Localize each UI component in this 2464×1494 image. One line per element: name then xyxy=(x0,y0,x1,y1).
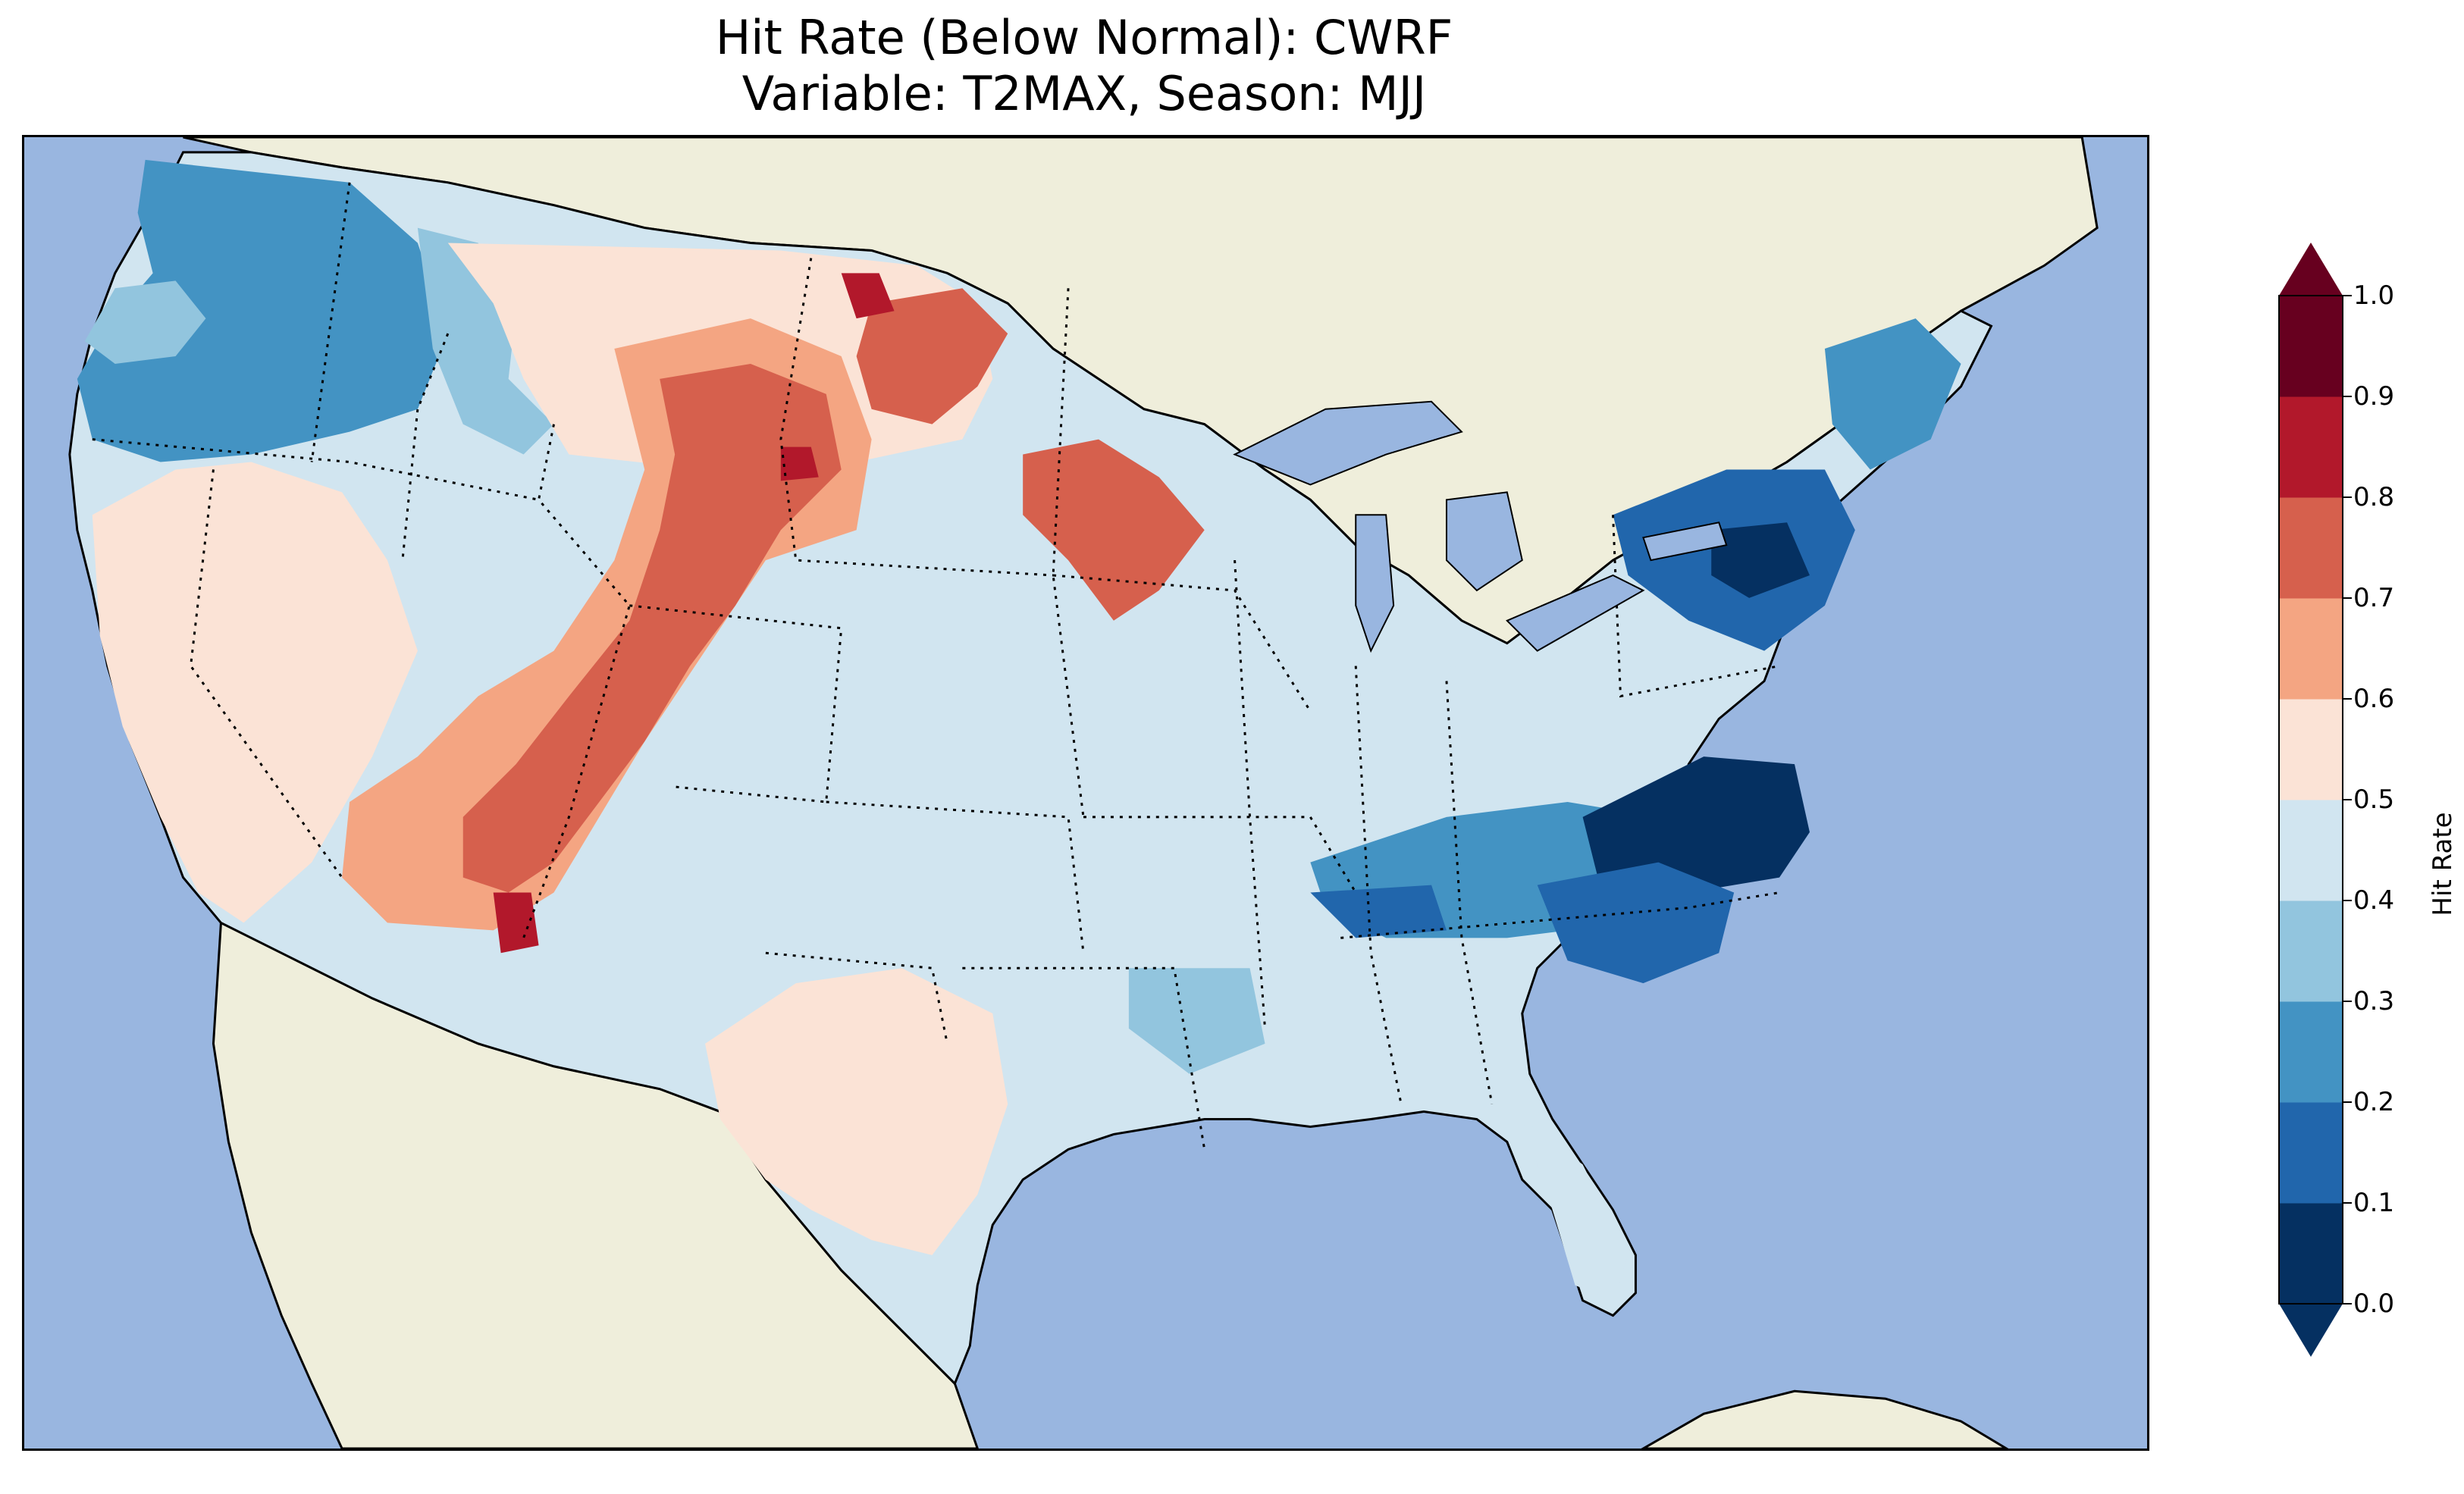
map-canvas xyxy=(24,137,2147,1449)
region-dark-red-arizona xyxy=(493,892,539,954)
colorbar-tick-label: 0.3 xyxy=(2353,986,2395,1016)
colorbar-block xyxy=(2279,1001,2343,1103)
colorbar-block xyxy=(2279,1102,2343,1204)
region-virginia-dark xyxy=(1582,756,1810,893)
colorbar-block xyxy=(2279,296,2343,397)
colorbar-block xyxy=(2279,1203,2343,1305)
colorbar-block xyxy=(2279,598,2343,700)
colorbar-tick-label: 0.8 xyxy=(2353,482,2395,512)
lake-erie xyxy=(1506,574,1645,652)
colorbar-tick-label: 0.9 xyxy=(2353,381,2395,412)
chart-title-line1: Hit Rate (Below Normal): CWRF xyxy=(715,10,1453,65)
region-newengland-mid xyxy=(1824,318,1961,470)
colorbar-block xyxy=(2279,800,2343,901)
usa-land xyxy=(68,151,1993,1386)
state-border-13 xyxy=(1354,666,1403,1104)
region-dark-red-montana xyxy=(841,273,895,319)
region-nc-blue xyxy=(1537,862,1735,984)
state-border-17 xyxy=(1052,574,1312,713)
state-border-15 xyxy=(1340,891,1780,939)
region-midwest-light xyxy=(1234,666,1553,863)
colorbar-tick-label: 0.6 xyxy=(2353,684,2395,714)
colorbar-tick-label: 0.0 xyxy=(2353,1289,2395,1319)
colorbar-tick-label: 0.5 xyxy=(2353,785,2395,815)
state-border-18 xyxy=(962,966,1206,1150)
region-california-peach xyxy=(92,462,418,923)
lake-ontario xyxy=(1642,521,1728,562)
colorbar-extend-max xyxy=(2279,243,2343,296)
region-ny-dark xyxy=(1711,522,1810,598)
colorbar-ticks xyxy=(2343,295,2352,1305)
colorbar-tick-label: 0.2 xyxy=(2353,1087,2395,1117)
colorbar-block xyxy=(2279,497,2343,599)
region-texas-peach xyxy=(705,968,1008,1255)
colorbar-tick-label: 0.7 xyxy=(2353,583,2395,613)
state-border-16 xyxy=(1612,515,1780,698)
region-rockies-red xyxy=(462,363,842,893)
colorbar-label: Hit Rate xyxy=(2428,812,2458,916)
region-florida-light xyxy=(1522,1119,1629,1301)
colorbar xyxy=(2278,243,2352,1357)
region-pnw-light xyxy=(84,280,206,364)
region-nw-rockies xyxy=(417,227,554,455)
state-border-4 xyxy=(401,333,450,561)
region-southeast-light xyxy=(1128,968,1265,1074)
region-dark-red-wyoming xyxy=(780,446,819,481)
state-border-6 xyxy=(629,604,843,803)
chart-title-line2: Variable: T2MAX, Season: MJJ xyxy=(741,66,1427,121)
cuba-land xyxy=(1641,1389,2009,1449)
colorbar-block xyxy=(2279,396,2343,498)
region-tn-dark xyxy=(1310,885,1447,938)
colorbar-blocks xyxy=(2279,296,2343,1305)
region-dakota-red xyxy=(1023,439,1205,621)
great-lakes xyxy=(1233,400,1728,653)
colorbar-tick-label: 0.1 xyxy=(2353,1188,2395,1218)
colorbar-extend-min xyxy=(2279,1304,2343,1357)
state-border-2 xyxy=(310,182,351,462)
state-borders xyxy=(92,182,1780,1150)
colorbar-tick-label: 0.4 xyxy=(2353,885,2395,916)
map-frame xyxy=(22,135,2149,1451)
colorbar-tick-label: 1.0 xyxy=(2353,280,2395,311)
state-border-3 xyxy=(189,469,343,879)
lake-huron xyxy=(1445,491,1523,592)
state-border-11 xyxy=(1083,816,1357,894)
state-border-8 xyxy=(765,951,948,1045)
lake-superior xyxy=(1233,400,1463,486)
colorbar-block xyxy=(2279,900,2343,1002)
heat-regions xyxy=(77,159,1961,1301)
state-border-9 xyxy=(779,258,1054,577)
region-pnw-blue xyxy=(77,159,448,462)
lake-michigan xyxy=(1355,514,1395,653)
region-northern-plains-red xyxy=(856,288,1008,424)
colorbar-block xyxy=(2279,699,2343,800)
